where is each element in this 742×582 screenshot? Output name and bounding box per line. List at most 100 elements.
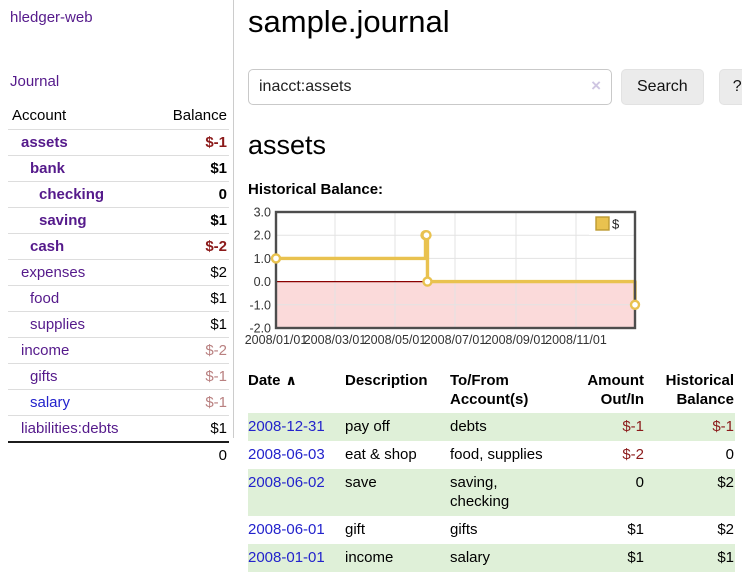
transactions-table: Date ∧ Description To/From Account(s) Amo…: [248, 369, 735, 572]
account-balance: $-2: [205, 342, 227, 359]
transactions-table-body: 2008-12-31 pay off debts $-1 $-1 2008-06-03 ea…: [248, 413, 735, 572]
transaction-description: income: [345, 549, 394, 566]
accounts-table-header-row: Account Balance: [8, 103, 229, 130]
account-row: salary $-1: [8, 390, 229, 416]
x-axis-tick-label: 2008/11/01: [545, 333, 607, 347]
transaction-amount: 0: [635, 474, 644, 491]
transaction-row: 2008-06-02 save saving, checking 0 $2: [248, 469, 735, 516]
legend-swatch: [595, 216, 610, 231]
search-input[interactable]: [248, 69, 612, 105]
accounts-table-body: assets $-1 bank $1 checking 0 saving $1 cash $-2 e…: [8, 130, 229, 442]
account-link[interactable]: expenses: [21, 264, 86, 281]
account-link[interactable]: liabilities:debts: [21, 420, 119, 437]
transactions-header-date[interactable]: Date ∧: [248, 369, 345, 413]
transaction-row: 2008-06-03 eat & shop food, supplies $-2 0: [248, 441, 735, 469]
account-row: assets $-1: [8, 130, 229, 156]
app-title-link[interactable]: hledger-web: [10, 9, 93, 26]
account-balance: $1: [210, 212, 227, 229]
account-balance: $1: [210, 316, 227, 333]
date-header-label: Date: [248, 372, 281, 389]
account-link[interactable]: supplies: [30, 316, 86, 333]
account-link[interactable]: bank: [30, 160, 66, 177]
account-row: supplies $1: [8, 312, 229, 338]
transactions-header-balance: Historical Balance: [665, 372, 734, 408]
main-content: sample.journal × Search ? assets Histori…: [245, 0, 742, 572]
plot-border: [274, 210, 637, 330]
account-row: saving $1: [8, 208, 229, 234]
x-axis-tick-label: 2008/01/01: [245, 333, 308, 347]
transaction-amount: $1: [627, 549, 644, 566]
y-axis-tick-label: -2.0: [249, 322, 271, 336]
y-axis-tick-label: 1.0: [254, 252, 271, 266]
transaction-description: eat & shop: [345, 446, 417, 463]
account-row: checking 0: [8, 182, 229, 208]
transaction-date-link[interactable]: 2008-06-02: [248, 474, 325, 491]
accounts-total-spacer: [8, 441, 152, 468]
transaction-row: 2008-06-01 gift gifts $1 $2: [248, 516, 735, 544]
data-point-marker: [629, 299, 641, 311]
account-balance: $-1: [205, 394, 227, 411]
transaction-amount: $-1: [622, 418, 644, 435]
accounts-total-row: 0: [8, 441, 229, 468]
account-row: food $1: [8, 286, 229, 312]
transaction-amount: $1: [627, 521, 644, 538]
y-axis-tick-label: 3.0: [254, 206, 271, 220]
account-balance: $1: [210, 420, 227, 437]
transaction-date-link[interactable]: 2008-01-01: [248, 549, 325, 566]
account-row: income $-2: [8, 338, 229, 364]
y-axis-tick-label: 0.0: [254, 275, 271, 289]
account-link[interactable]: cash: [30, 238, 65, 255]
search-button[interactable]: Search: [621, 69, 704, 105]
transaction-date-link[interactable]: 2008-06-03: [248, 446, 325, 463]
account-link[interactable]: food: [30, 290, 60, 307]
account-balance: 0: [218, 186, 227, 203]
account-title: assets: [248, 130, 327, 160]
transactions-header-amount: Amount Out/In: [587, 372, 644, 408]
x-axis-tick-label: 2008/07/01: [424, 333, 487, 347]
help-button[interactable]: ?: [718, 69, 742, 105]
transaction-balance: $-1: [712, 418, 734, 435]
transactions-header-accounts: To/From Account(s): [450, 372, 529, 408]
account-row: liabilities:debts $1: [8, 416, 229, 442]
transaction-accounts: gifts: [450, 521, 478, 538]
transaction-balance: $2: [717, 521, 734, 538]
historical-balance-chart: 3.0 2.0 1.0 0.0 -1.0 -2.02008/01/012008/03/01…: [245, 206, 641, 347]
transaction-date-link[interactable]: 2008-06-01: [248, 521, 325, 538]
data-point-marker: [421, 230, 432, 241]
sort-ascending-icon: ∧: [285, 372, 297, 388]
accounts-header-account: Account: [12, 107, 67, 124]
account-balance: $-1: [205, 368, 227, 385]
account-row: expenses $2: [8, 260, 229, 286]
account-link[interactable]: salary: [30, 394, 71, 411]
transaction-balance: 0: [725, 446, 734, 463]
search-form: × Search ?: [248, 69, 742, 105]
transaction-description: pay off: [345, 418, 390, 435]
clear-search-icon[interactable]: ×: [591, 76, 601, 95]
transaction-amount: $-2: [622, 446, 644, 463]
sidebar-divider: [233, 0, 234, 438]
data-point-marker: [270, 253, 282, 264]
transaction-row: 2008-01-01 income salary $1 $1: [248, 544, 735, 572]
transaction-accounts: saving, checking: [450, 474, 510, 510]
account-row: bank $1: [8, 156, 229, 182]
account-balance: $-1: [205, 134, 227, 151]
x-axis-tick-label: 2008/09/01: [485, 333, 548, 347]
transaction-date-link[interactable]: 2008-12-31: [248, 418, 325, 435]
transaction-accounts: salary: [450, 549, 491, 566]
search-input-wrap: ×: [248, 69, 612, 105]
accounts-table: Account Balance assets $-1 bank $1 checking 0…: [8, 103, 229, 468]
account-link[interactable]: gifts: [30, 368, 58, 385]
account-balance: $1: [210, 160, 227, 177]
sidebar-item-journal[interactable]: Journal: [10, 73, 60, 90]
transaction-row: 2008-12-31 pay off debts $-1 $-1: [248, 413, 735, 441]
account-link[interactable]: saving: [39, 212, 87, 229]
transaction-accounts: debts: [450, 418, 487, 435]
account-balance: $2: [210, 264, 227, 281]
account-link[interactable]: checking: [39, 186, 105, 203]
transaction-description: save: [345, 474, 377, 491]
transaction-balance: $1: [717, 549, 734, 566]
account-link[interactable]: assets: [21, 134, 68, 151]
account-link[interactable]: income: [21, 342, 70, 359]
legend-label: $: [612, 217, 620, 232]
sidebar: hledger-web Journal Account Balance asse…: [0, 0, 233, 468]
